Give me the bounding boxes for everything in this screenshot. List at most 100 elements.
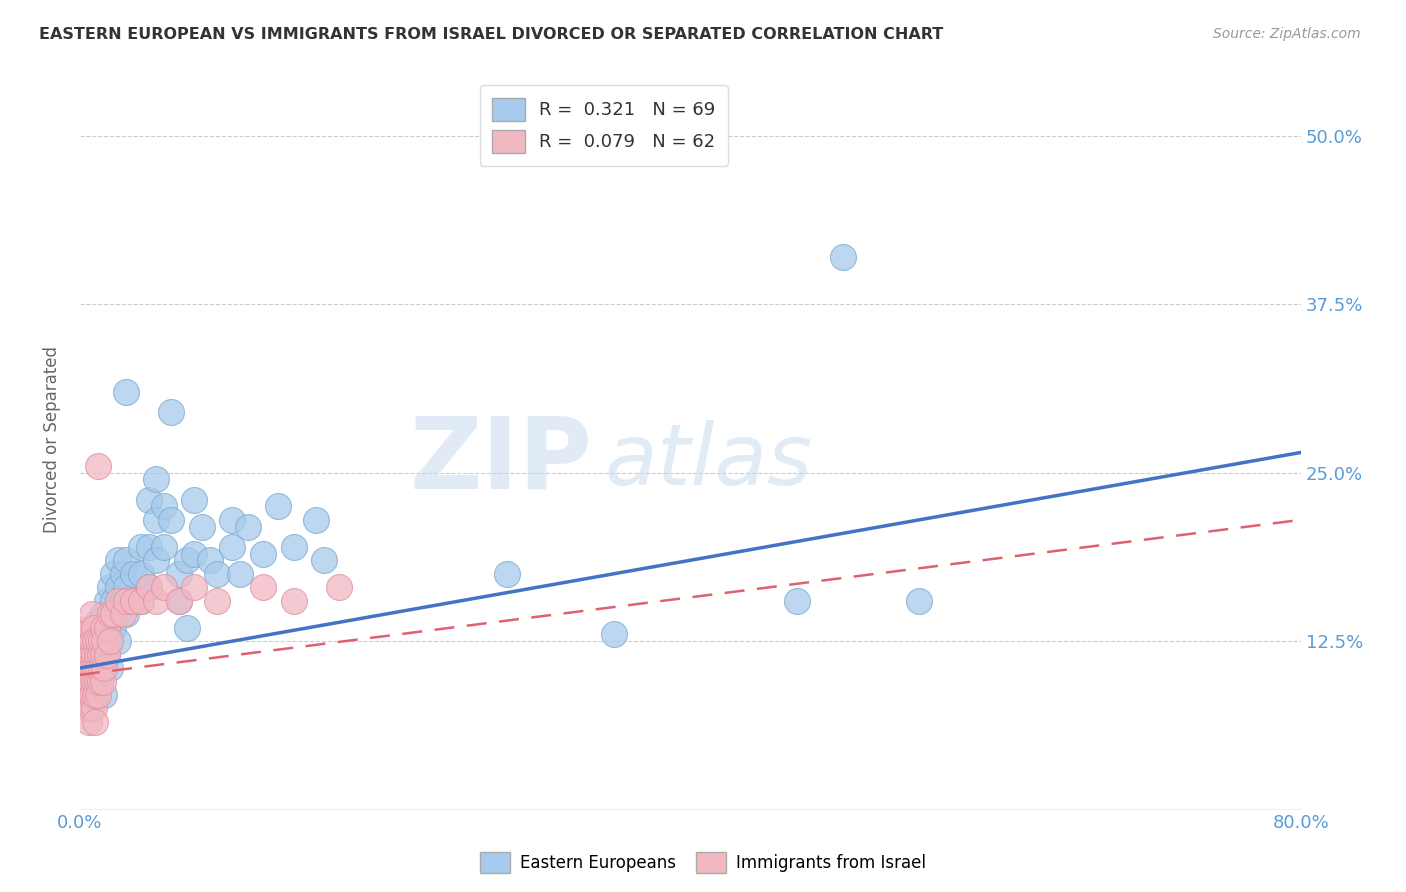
Point [145, 553, 167, 567]
Point [122, 593, 145, 607]
Point [328, 580, 350, 594]
Point [205, 566, 228, 581]
Point [84, 714, 107, 729]
Point [114, 593, 136, 607]
Point [77, 714, 100, 729]
Point [79, 701, 101, 715]
Point [496, 566, 519, 581]
Point [103, 566, 125, 581]
Point [79, 674, 101, 689]
Point [77, 634, 100, 648]
Point [183, 547, 205, 561]
Point [77, 661, 100, 675]
Point [87, 458, 110, 473]
Point [152, 580, 174, 594]
Point [83, 674, 105, 689]
Point [252, 580, 274, 594]
Point [267, 500, 290, 514]
Point [87, 661, 110, 675]
Point [76, 648, 98, 662]
Point [87, 688, 110, 702]
Point [167, 593, 190, 607]
Point [312, 553, 335, 567]
Point [221, 513, 243, 527]
Text: Source: ZipAtlas.com: Source: ZipAtlas.com [1213, 27, 1361, 41]
Point [283, 593, 305, 607]
Point [114, 607, 136, 622]
Point [77, 688, 100, 702]
Point [87, 661, 110, 675]
Point [191, 519, 214, 533]
Point [122, 593, 145, 607]
Point [96, 621, 118, 635]
Point [198, 553, 221, 567]
Point [76, 701, 98, 715]
Point [114, 384, 136, 399]
Point [91, 674, 114, 689]
Point [80, 634, 103, 648]
Point [86, 648, 108, 662]
Point [91, 661, 114, 675]
Point [176, 553, 198, 567]
Point [90, 661, 112, 675]
Point [89, 648, 111, 662]
Point [76, 648, 98, 662]
Point [831, 250, 853, 264]
Point [100, 580, 122, 594]
Point [89, 674, 111, 689]
Point [152, 500, 174, 514]
Point [103, 621, 125, 635]
Point [111, 593, 134, 607]
Point [305, 513, 328, 527]
Point [79, 648, 101, 662]
Point [103, 607, 125, 622]
Text: EASTERN EUROPEAN VS IMMIGRANTS FROM ISRAEL DIVORCED OR SEPARATED CORRELATION CHA: EASTERN EUROPEAN VS IMMIGRANTS FROM ISRA… [39, 27, 943, 42]
Y-axis label: Divorced or Separated: Divorced or Separated [44, 345, 60, 533]
Point [87, 614, 110, 628]
Point [138, 580, 160, 594]
Point [75, 688, 97, 702]
Point [80, 661, 103, 675]
Point [100, 661, 122, 675]
Point [129, 540, 152, 554]
Point [80, 688, 103, 702]
Point [160, 513, 183, 527]
Point [183, 580, 205, 594]
Point [80, 607, 103, 622]
Point [786, 593, 808, 607]
Point [145, 513, 167, 527]
Point [84, 688, 107, 702]
Point [73, 648, 96, 662]
Point [100, 634, 122, 648]
Point [129, 566, 152, 581]
Point [107, 634, 129, 648]
Point [103, 593, 125, 607]
Point [73, 674, 96, 689]
Point [75, 627, 97, 641]
Point [93, 634, 115, 648]
Point [83, 648, 105, 662]
Point [138, 540, 160, 554]
Point [84, 648, 107, 662]
Point [100, 607, 122, 622]
Point [908, 593, 931, 607]
Point [79, 621, 101, 635]
Point [183, 492, 205, 507]
Point [76, 674, 98, 689]
Point [236, 519, 259, 533]
Point [603, 627, 626, 641]
Point [83, 621, 105, 635]
Point [87, 634, 110, 648]
Point [167, 566, 190, 581]
Point [229, 566, 252, 581]
Text: atlas: atlas [605, 420, 813, 503]
Point [100, 607, 122, 622]
Point [114, 580, 136, 594]
Point [84, 661, 107, 675]
Point [221, 540, 243, 554]
Point [152, 540, 174, 554]
Point [107, 580, 129, 594]
Legend: Eastern Europeans, Immigrants from Israel: Eastern Europeans, Immigrants from Israe… [474, 846, 932, 880]
Point [80, 634, 103, 648]
Point [111, 566, 134, 581]
